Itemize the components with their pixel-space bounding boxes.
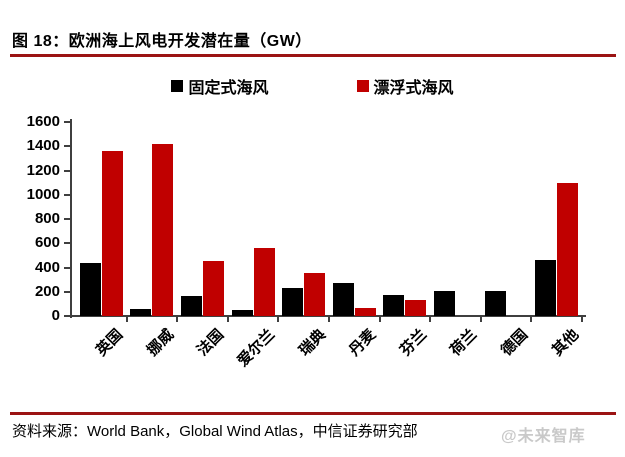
legend-swatch-black-icon bbox=[171, 80, 184, 92]
bar-floating-offshore bbox=[253, 248, 275, 316]
bar-floating-offshore bbox=[557, 183, 579, 316]
y-axis-line bbox=[70, 119, 72, 318]
legend-item-floating-offshore: 漂浮式海风 bbox=[356, 74, 454, 98]
legend-label: 漂浮式海风 bbox=[373, 80, 454, 97]
bar-floating-offshore bbox=[405, 300, 427, 316]
x-axis-category-label: 爱尔兰 bbox=[234, 326, 279, 370]
y-axis-tick-label: 600 bbox=[34, 234, 60, 252]
y-axis-tick bbox=[64, 266, 70, 269]
bar-floating-offshore bbox=[304, 273, 326, 316]
x-axis-tick bbox=[125, 316, 128, 322]
y-axis-tick bbox=[64, 121, 70, 123]
bar-fixed-offshore bbox=[484, 291, 506, 316]
y-axis-tick bbox=[64, 169, 70, 172]
x-axis-tick bbox=[277, 316, 280, 322]
title-divider-line bbox=[10, 54, 616, 57]
x-axis-tick bbox=[530, 316, 533, 322]
bar-fixed-offshore bbox=[434, 291, 455, 316]
chart-legend: 固定式海风 漂浮式海风 bbox=[0, 74, 625, 98]
x-axis-category-label: 德国 bbox=[498, 326, 532, 360]
bar-floating-offshore bbox=[203, 261, 224, 316]
y-axis-tick-label: 1600 bbox=[26, 113, 60, 130]
x-axis-category-label: 法国 bbox=[194, 326, 228, 360]
watermark-text: @未来智库 bbox=[501, 428, 586, 445]
y-axis-tick-label: 400 bbox=[34, 258, 60, 276]
x-axis-category-label: 丹麦 bbox=[346, 326, 380, 360]
y-axis-tick bbox=[64, 315, 70, 317]
legend-item-fixed-offshore: 固定式海风 bbox=[171, 74, 269, 98]
footer-divider-line bbox=[10, 412, 616, 415]
bar-fixed-offshore bbox=[130, 309, 152, 316]
y-axis-tick-label: 1000 bbox=[26, 185, 60, 203]
x-axis-category-label: 挪威 bbox=[143, 326, 178, 360]
bar-floating-offshore bbox=[354, 308, 376, 316]
figure-title: 图 18：欧洲海上风电开发潜在量（GW） bbox=[12, 33, 312, 50]
y-axis-tick bbox=[64, 193, 70, 196]
x-axis-category-label: 芬兰 bbox=[396, 326, 431, 360]
bar-fixed-offshore bbox=[383, 295, 405, 316]
y-axis-tick-label: 200 bbox=[34, 282, 60, 300]
legend-swatch-red-icon bbox=[356, 80, 369, 92]
x-axis-category-label: 其他 bbox=[548, 326, 582, 360]
x-axis-category-label: 瑞典 bbox=[295, 326, 329, 360]
y-axis-tick bbox=[64, 218, 70, 220]
bar-floating-offshore bbox=[152, 144, 174, 316]
bar-fixed-offshore bbox=[231, 310, 253, 316]
bar-fixed-offshore bbox=[535, 260, 557, 316]
data-source-text: 资料来源：World Bank，Global Wind Atlas，中信证券研究… bbox=[12, 423, 418, 440]
x-axis-category-label: 英国 bbox=[93, 326, 127, 360]
x-axis-tick bbox=[429, 316, 432, 322]
bar-fixed-offshore bbox=[79, 263, 101, 316]
x-axis-tick bbox=[328, 316, 330, 322]
y-axis-tick bbox=[64, 290, 70, 293]
y-axis-tick-label: 0 bbox=[51, 307, 60, 324]
y-axis-tick-label: 800 bbox=[34, 210, 60, 227]
y-axis-tick-label: 1400 bbox=[26, 137, 60, 155]
legend-label: 固定式海风 bbox=[188, 80, 269, 97]
bar-fixed-offshore bbox=[282, 288, 304, 316]
x-axis-category-label: 荷兰 bbox=[447, 326, 481, 360]
y-axis-tick bbox=[64, 145, 70, 148]
bar-fixed-offshore bbox=[181, 296, 202, 316]
bar-floating-offshore bbox=[101, 151, 123, 316]
bar-fixed-offshore bbox=[332, 283, 354, 316]
x-axis-tick bbox=[581, 316, 583, 322]
y-axis-tick-label: 1200 bbox=[26, 161, 60, 179]
x-axis-tick bbox=[378, 316, 381, 322]
x-axis-tick bbox=[479, 316, 482, 322]
y-axis-tick bbox=[64, 242, 70, 245]
x-axis-tick bbox=[226, 316, 229, 322]
x-axis-tick bbox=[176, 316, 179, 322]
